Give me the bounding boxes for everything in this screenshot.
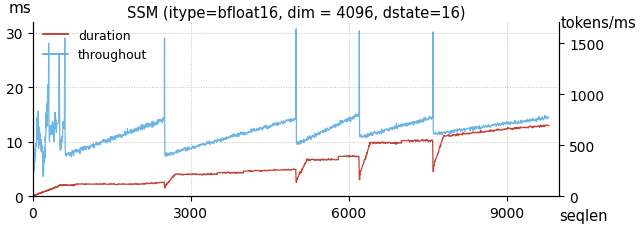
Y-axis label: tokens/ms: tokens/ms	[561, 16, 637, 31]
Y-axis label: ms: ms	[8, 1, 31, 16]
X-axis label: seqlen: seqlen	[559, 208, 607, 223]
Legend: duration, throughout: duration, throughout	[38, 25, 152, 67]
Title: SSM (itype=bfloat16, dim = 4096, dstate=16): SSM (itype=bfloat16, dim = 4096, dstate=…	[127, 5, 465, 20]
